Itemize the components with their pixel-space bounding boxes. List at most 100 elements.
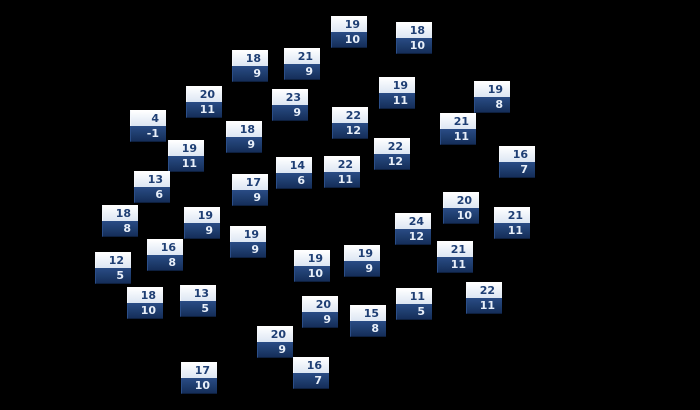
data-point-secondary-value: 9 (232, 66, 268, 82)
data-point-secondary-value: 9 (257, 342, 293, 358)
data-point-secondary-value: 8 (474, 97, 510, 113)
data-point-label: 20 9 (302, 296, 338, 328)
data-point-primary-value: 13 (134, 171, 170, 187)
data-point-primary-value: 22 (374, 138, 410, 154)
data-point-primary-value: 23 (272, 89, 308, 105)
data-point-primary-value: 16 (147, 239, 183, 255)
data-point-label: 19 9 (230, 226, 266, 258)
data-point-secondary-value: 5 (95, 268, 131, 284)
data-point-secondary-value: 9 (344, 261, 380, 277)
data-point-primary-value: 19 (344, 245, 380, 261)
data-point-primary-value: 18 (102, 205, 138, 221)
data-point-secondary-value: 11 (324, 172, 360, 188)
data-point-primary-value: 12 (95, 252, 131, 268)
data-point-secondary-value: 7 (293, 373, 329, 389)
data-point-secondary-value: 11 (379, 93, 415, 109)
data-point-primary-value: 21 (437, 241, 473, 257)
data-point-primary-value: 22 (332, 107, 368, 123)
data-point-label: 16 7 (293, 357, 329, 389)
data-point-secondary-value: 12 (332, 123, 368, 139)
data-point-primary-value: 15 (350, 305, 386, 321)
data-point-secondary-value: 12 (374, 154, 410, 170)
data-point-label: 15 8 (350, 305, 386, 337)
data-point-primary-value: 11 (396, 288, 432, 304)
data-point-secondary-value: 8 (147, 255, 183, 271)
data-point-primary-value: 20 (443, 192, 479, 208)
data-point-label: 20 10 (443, 192, 479, 224)
data-point-label: 23 9 (272, 89, 308, 121)
data-point-primary-value: 19 (184, 207, 220, 223)
data-point-primary-value: 18 (127, 287, 163, 303)
data-point-secondary-value: 12 (395, 229, 431, 245)
data-point-primary-value: 22 (466, 282, 502, 298)
data-point-label: 13 5 (180, 285, 216, 317)
data-point-secondary-value: 11 (168, 156, 204, 172)
data-point-secondary-value: 5 (396, 304, 432, 320)
data-point-label: 22 11 (324, 156, 360, 188)
data-point-label: 16 7 (499, 146, 535, 178)
data-point-primary-value: 19 (331, 16, 367, 32)
data-point-label: 4 -1 (130, 110, 166, 142)
data-point-secondary-value: -1 (130, 126, 166, 142)
data-point-label: 19 11 (379, 77, 415, 109)
data-point-secondary-value: 9 (284, 64, 320, 80)
data-point-secondary-value: 10 (396, 38, 432, 54)
data-point-label: 21 11 (440, 113, 476, 145)
data-point-primary-value: 21 (440, 113, 476, 129)
data-point-secondary-value: 5 (180, 301, 216, 317)
data-point-primary-value: 19 (379, 77, 415, 93)
data-point-primary-value: 17 (232, 174, 268, 190)
data-point-secondary-value: 7 (499, 162, 535, 178)
data-point-primary-value: 17 (181, 362, 217, 378)
data-point-secondary-value: 10 (294, 266, 330, 282)
data-point-secondary-value: 11 (494, 223, 530, 239)
data-point-secondary-value: 9 (226, 137, 262, 153)
data-point-secondary-value: 10 (443, 208, 479, 224)
data-point-secondary-value: 11 (466, 298, 502, 314)
data-point-primary-value: 20 (257, 326, 293, 342)
data-point-label: 18 9 (232, 50, 268, 82)
data-point-label: 12 5 (95, 252, 131, 284)
data-point-primary-value: 14 (276, 157, 312, 173)
data-point-label: 19 9 (344, 245, 380, 277)
data-point-secondary-value: 11 (186, 102, 222, 118)
data-point-secondary-value: 9 (232, 190, 268, 206)
data-point-primary-value: 20 (302, 296, 338, 312)
data-point-label: 19 9 (184, 207, 220, 239)
data-point-label: 17 10 (181, 362, 217, 394)
data-point-label: 22 12 (332, 107, 368, 139)
data-point-secondary-value: 8 (350, 321, 386, 337)
data-point-primary-value: 22 (324, 156, 360, 172)
data-point-label: 24 12 (395, 213, 431, 245)
data-point-primary-value: 21 (284, 48, 320, 64)
data-point-secondary-value: 6 (276, 173, 312, 189)
data-point-label: 21 9 (284, 48, 320, 80)
data-point-label: 21 11 (494, 207, 530, 239)
data-point-secondary-value: 10 (181, 378, 217, 394)
data-point-primary-value: 19 (230, 226, 266, 242)
data-point-primary-value: 21 (494, 207, 530, 223)
data-point-secondary-value: 10 (127, 303, 163, 319)
data-point-label: 19 8 (474, 81, 510, 113)
data-point-primary-value: 18 (232, 50, 268, 66)
data-point-secondary-value: 11 (437, 257, 473, 273)
data-point-primary-value: 24 (395, 213, 431, 229)
data-point-secondary-value: 9 (272, 105, 308, 121)
data-point-primary-value: 16 (499, 146, 535, 162)
data-point-label: 21 11 (437, 241, 473, 273)
data-point-primary-value: 19 (474, 81, 510, 97)
data-point-primary-value: 19 (168, 140, 204, 156)
data-point-label: 17 9 (232, 174, 268, 206)
data-point-primary-value: 4 (130, 110, 166, 126)
data-point-secondary-value: 9 (184, 223, 220, 239)
data-point-label: 18 9 (226, 121, 262, 153)
data-point-primary-value: 20 (186, 86, 222, 102)
data-point-label: 19 10 (294, 250, 330, 282)
data-point-primary-value: 19 (294, 250, 330, 266)
data-point-label: 16 8 (147, 239, 183, 271)
data-point-label: 18 8 (102, 205, 138, 237)
data-point-secondary-value: 9 (302, 312, 338, 328)
data-point-label: 18 10 (127, 287, 163, 319)
data-point-secondary-value: 9 (230, 242, 266, 258)
